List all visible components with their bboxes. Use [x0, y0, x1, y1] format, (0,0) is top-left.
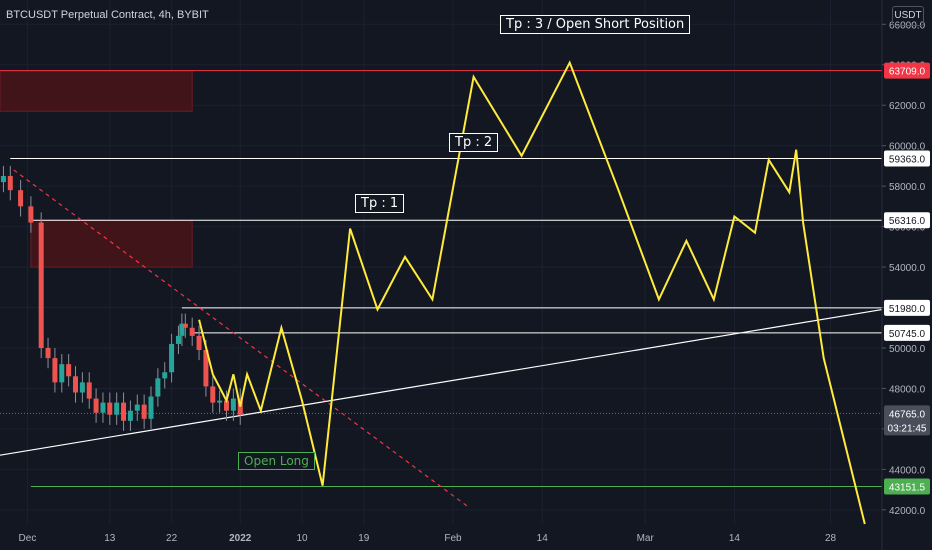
- current-price-bg: [884, 405, 930, 436]
- candle-body: [73, 376, 79, 393]
- price-axis-panel: [882, 0, 932, 550]
- level-marker: 56316.0: [889, 216, 926, 227]
- y-tick-label: 62000.0: [889, 101, 926, 112]
- candle-body: [38, 222, 44, 348]
- price-candles: [0, 165, 243, 431]
- x-tick-label: 28: [825, 533, 837, 544]
- y-tick-label: 44000.0: [889, 465, 926, 476]
- candle-body: [148, 396, 154, 419]
- x-tick-label: Feb: [444, 533, 462, 544]
- level-marker: 50745.0: [889, 329, 926, 340]
- candle-body: [196, 335, 202, 351]
- x-tick-label: 2022: [229, 533, 252, 544]
- x-tick-label: Dec: [19, 533, 37, 544]
- candle-body: [107, 402, 113, 415]
- level-marker: 43151.5: [889, 483, 926, 494]
- level-marker: 59363.0: [889, 155, 926, 166]
- y-tick-label: 50000.0: [889, 344, 926, 355]
- y-tick-label: 42000.0: [889, 506, 926, 517]
- y-tick-label: 54000.0: [889, 263, 926, 274]
- candle-body: [59, 364, 65, 383]
- candle-body: [79, 382, 85, 393]
- candle-body: [93, 398, 99, 413]
- candle-body: [0, 176, 6, 183]
- candle-body: [224, 400, 230, 411]
- descending-trendline: [13, 169, 468, 507]
- projection-path: [198, 60, 866, 525]
- supply-zones: [0, 70, 193, 268]
- horizontal-levels: [0, 70, 882, 488]
- candle-body: [7, 176, 13, 191]
- candle-body: [114, 402, 120, 415]
- level-marker-bg: [884, 150, 930, 167]
- candle-body: [179, 323, 185, 336]
- level-marker-bg: [884, 62, 930, 79]
- level-marker: 51980.0: [889, 304, 926, 315]
- candle-body: [203, 350, 209, 387]
- supply-zone: [30, 220, 193, 268]
- candle-body: [155, 378, 161, 397]
- candle-body: [210, 386, 216, 403]
- x-tick-label: 22: [166, 533, 178, 544]
- candle-body: [162, 372, 168, 379]
- x-tick-label: 19: [358, 533, 370, 544]
- currency-button[interactable]: USDT: [892, 6, 924, 26]
- tp2-label: Tp : 2: [449, 133, 499, 152]
- candle-body: [45, 347, 51, 359]
- candle-body: [217, 400, 223, 403]
- supply-zone: [0, 70, 193, 112]
- candle-body: [28, 206, 34, 223]
- candle-body: [182, 323, 188, 328]
- y-tick-label: 48000.0: [889, 384, 926, 395]
- candle-body: [230, 398, 236, 411]
- candle-body: [18, 190, 24, 207]
- level-marker-bg: [884, 212, 930, 229]
- trendlines: [0, 169, 883, 507]
- x-tick-label: Mar: [637, 533, 655, 544]
- ascending-trendline: [0, 308, 883, 456]
- price-markers: 63709.0 59363.0 56316.0 51980.0 50745.0 43151…: [884, 62, 930, 495]
- open-long-label: Open Long: [238, 452, 315, 470]
- candle-body: [127, 410, 133, 421]
- y-tick-label: 58000.0: [889, 182, 926, 193]
- current-price-label: 46765.0: [889, 409, 926, 420]
- tp3-label: Tp : 3 / Open Short Position: [500, 15, 691, 34]
- candle-body: [141, 404, 147, 419]
- x-tick-label: 13: [104, 533, 116, 544]
- countdown-label: 03:21:45: [888, 423, 927, 434]
- candle-body: [121, 402, 127, 421]
- level-marker-bg: [884, 478, 930, 495]
- x-tick-label: 10: [296, 533, 308, 544]
- candle-body: [169, 343, 175, 373]
- level-marker-bg: [884, 324, 930, 341]
- y-tick-label: 60000.0: [889, 142, 926, 153]
- candle-body: [100, 402, 106, 413]
- level-marker-bg: [884, 299, 930, 316]
- time-axis-ticks: Dec 13 22 2022 10 19 Feb 14 Mar 14 28: [19, 533, 837, 544]
- candle-body: [86, 382, 92, 399]
- candle-body: [52, 358, 58, 383]
- chart-title: BTCUSDT Perpetual Contract, 4h, BYBIT: [6, 9, 209, 21]
- candle-body: [175, 335, 181, 344]
- candle-body: [134, 404, 140, 411]
- x-tick-label: 14: [729, 533, 741, 544]
- x-tick-label: 14: [537, 533, 549, 544]
- level-marker: 63709.0: [889, 67, 926, 78]
- tp1-label: Tp : 1: [355, 194, 405, 213]
- candle-body: [66, 364, 72, 377]
- candle-body: [189, 327, 195, 336]
